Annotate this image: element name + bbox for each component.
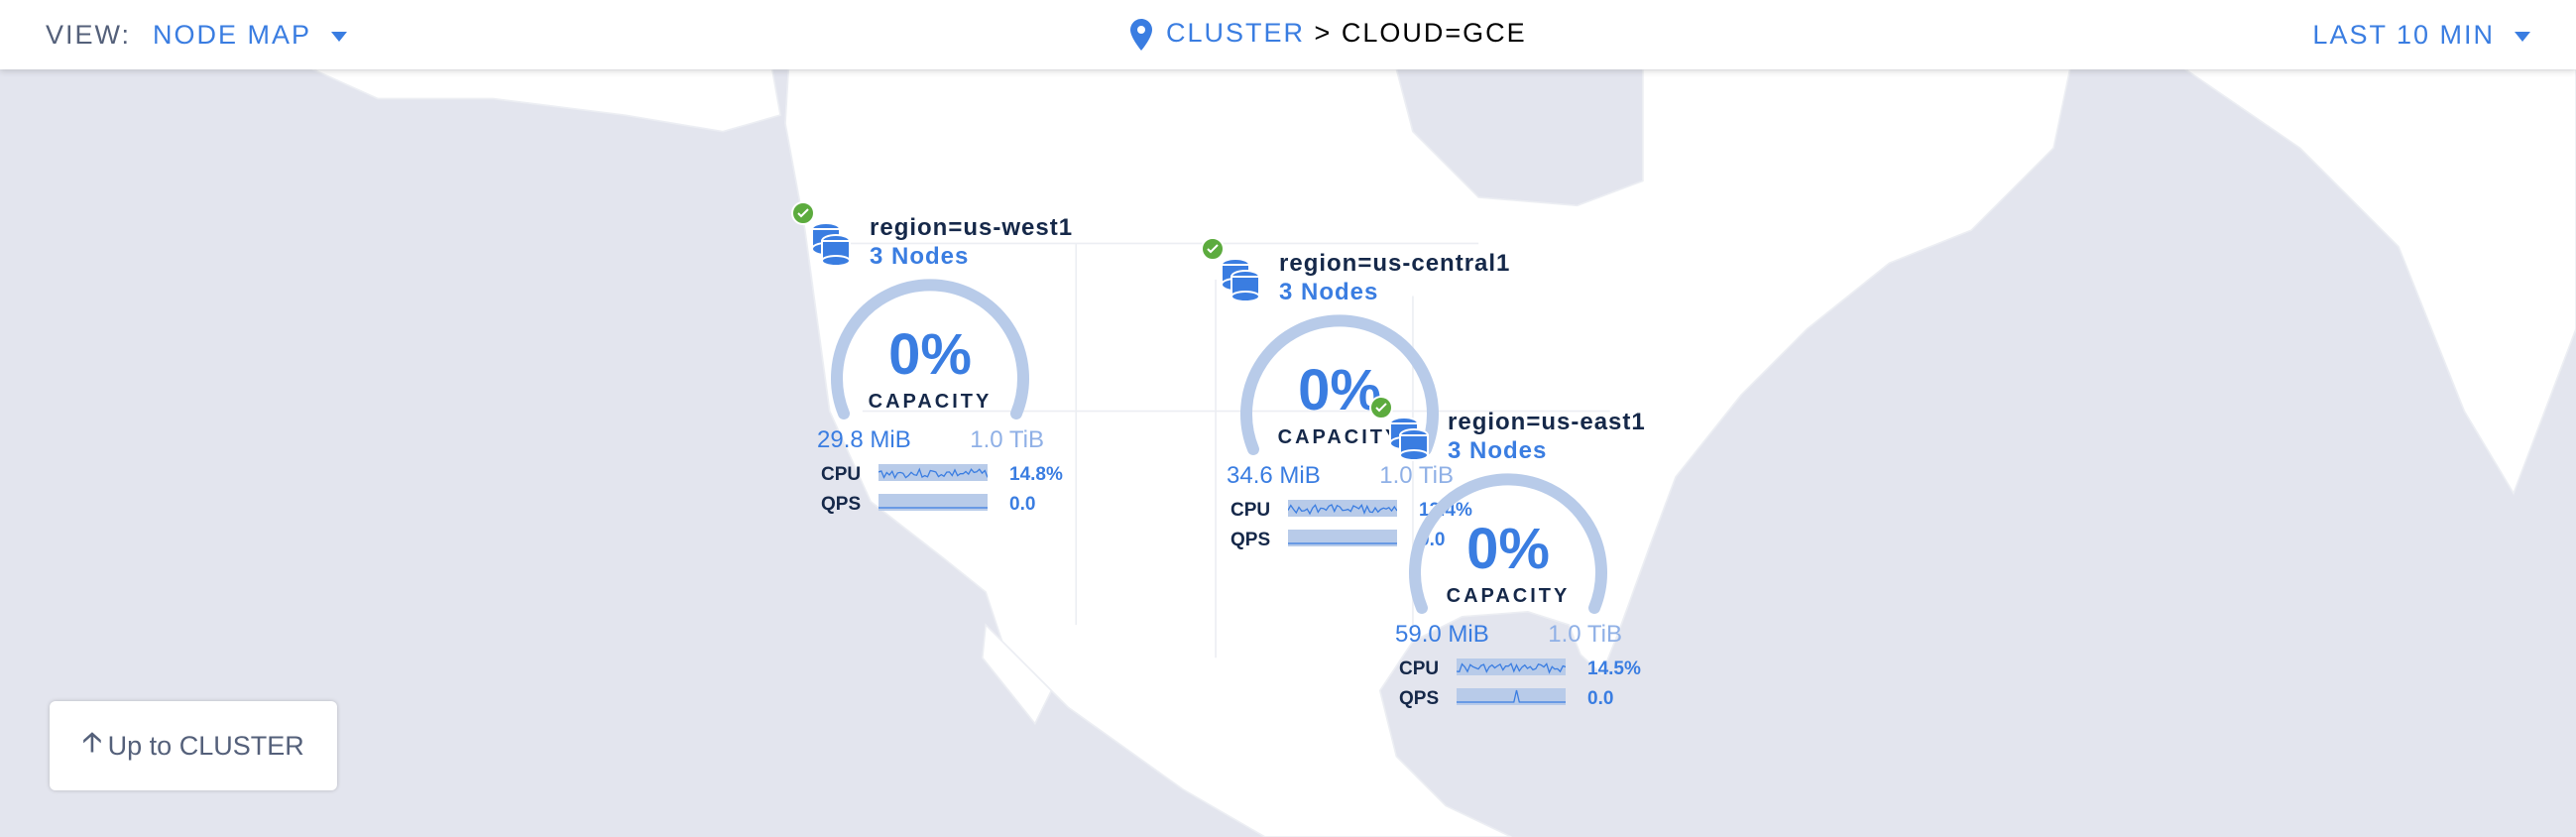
qps-value: 0.0 <box>1587 688 1614 709</box>
view-label: VIEW: <box>46 20 132 50</box>
healthy-check-icon <box>1201 237 1225 261</box>
qps-label: QPS <box>821 494 862 515</box>
capacity-percent: 0% <box>888 322 972 387</box>
total-storage: 1.0 TiB <box>970 426 1044 453</box>
used-storage: 29.8 MiB <box>817 426 911 453</box>
breadcrumb-cluster-link[interactable]: CLUSTER <box>1166 18 1306 48</box>
capacity-label: CAPACITY <box>1446 585 1571 607</box>
baja-land <box>981 623 1053 726</box>
chevron-down-icon[interactable] <box>2515 31 2530 42</box>
region-name[interactable]: region=us-west1 <box>870 214 1074 241</box>
alaska-land <box>311 67 781 133</box>
capacity-percent: 0% <box>1298 358 1381 422</box>
region-node-count[interactable]: 3 Nodes <box>1448 437 1548 464</box>
time-range-selector[interactable]: LAST 10 MIN <box>2312 20 2530 51</box>
breadcrumb: CLUSTER > CLOUD=GCE <box>1130 18 1527 51</box>
capacity-gauge <box>831 279 1029 419</box>
capacity-percent: 0% <box>1466 517 1550 581</box>
cpu-label: CPU <box>1230 500 1271 521</box>
view-dropdown[interactable]: NODE MAP <box>153 20 312 50</box>
qps-label: QPS <box>1230 530 1271 550</box>
greenland-land <box>2181 67 2576 496</box>
used-storage: 34.6 MiB <box>1227 462 1321 489</box>
cpu-sparkline <box>1456 658 1567 675</box>
capacity-gauge <box>1240 314 1439 455</box>
arrow-up-icon: 🡡 <box>82 727 102 757</box>
cpu-value: 14.5% <box>1587 658 1641 679</box>
region-node-count[interactable]: 3 Nodes <box>1279 279 1379 305</box>
total-storage: 1.0 TiB <box>1548 621 1622 648</box>
qps-value: 0.0 <box>1009 494 1036 515</box>
top-bar: VIEW: NODE MAP CLUSTER > CLOUD=GCE LAST 1… <box>0 0 2576 69</box>
total-storage: 1.0 TiB <box>1379 462 1454 489</box>
database-icon <box>1221 258 1260 302</box>
up-to-cluster-button[interactable]: 🡡 Up to CLUSTER <box>50 701 337 790</box>
up-button-label: Up to CLUSTER <box>107 730 304 761</box>
region-name[interactable]: region=us-central1 <box>1279 250 1511 277</box>
capacity-label: CAPACITY <box>1277 426 1402 448</box>
view-selector[interactable]: VIEW: NODE MAP <box>46 20 348 51</box>
database-icon <box>811 222 851 267</box>
qps-sparkline <box>1288 530 1397 546</box>
cpu-label: CPU <box>1399 658 1440 679</box>
chevron-down-icon[interactable] <box>331 31 348 42</box>
time-range-value[interactable]: LAST 10 MIN <box>2312 20 2495 50</box>
qps-sparkline <box>1457 688 1566 705</box>
cpu-value: 14.8% <box>1009 464 1063 485</box>
capacity-label: CAPACITY <box>868 391 993 413</box>
capacity-gauge <box>1409 473 1607 614</box>
region-name[interactable]: region=us-east1 <box>1448 409 1646 435</box>
healthy-check-icon <box>791 201 815 225</box>
region-node-count[interactable]: 3 Nodes <box>870 243 970 270</box>
cpu-sparkline <box>878 464 989 481</box>
cpu-label: CPU <box>821 464 862 485</box>
database-icon <box>1389 417 1429 461</box>
cpu-sparkline <box>1287 500 1398 517</box>
map-pin-icon <box>1130 18 1152 51</box>
qps-sparkline <box>878 494 988 511</box>
qps-label: QPS <box>1399 688 1440 709</box>
healthy-check-icon <box>1369 396 1393 419</box>
breadcrumb-separator: > <box>1314 18 1333 48</box>
breadcrumb-current: CLOUD=GCE <box>1341 18 1527 48</box>
used-storage: 59.0 MiB <box>1395 621 1489 648</box>
